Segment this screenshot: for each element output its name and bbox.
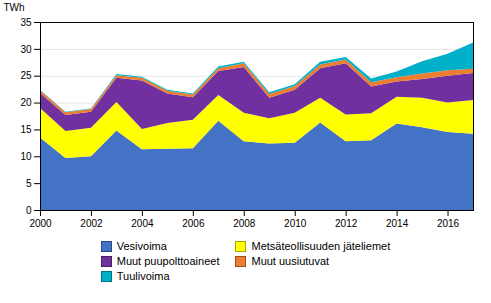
svg-text:2004: 2004 <box>131 218 154 229</box>
svg-text:TWh: TWh <box>4 2 25 13</box>
html-text:Tuulivoima: Tuulivoima <box>116 270 170 282</box>
svg-text:2006: 2006 <box>182 218 205 229</box>
svg-text:0: 0 <box>26 205 32 216</box>
svg-text:2012: 2012 <box>335 218 358 229</box>
svg-text:35: 35 <box>20 17 32 28</box>
svg-text:10: 10 <box>20 151 32 162</box>
svg-text:2000: 2000 <box>29 218 52 229</box>
svg-text:25: 25 <box>20 70 32 81</box>
svg-text:2010: 2010 <box>284 218 307 229</box>
html-text:Metsäteollisuuden jäteliemet: Metsäteollisuuden jäteliemet <box>251 240 391 252</box>
html-text:Vesivoima: Vesivoima <box>116 240 167 252</box>
svg-text:15: 15 <box>20 124 32 135</box>
svg-text:2008: 2008 <box>233 218 256 229</box>
html-text:Muut uusiutuvat: Muut uusiutuvat <box>251 255 330 267</box>
svg-text:30: 30 <box>20 44 32 55</box>
html-text:Muut puupolttoaineet: Muut puupolttoaineet <box>116 255 220 267</box>
svg-text:2014: 2014 <box>386 218 409 229</box>
svg-text:20: 20 <box>20 97 32 108</box>
svg-text:2002: 2002 <box>80 218 103 229</box>
svg-text:2016: 2016 <box>437 218 460 229</box>
svg-text:5: 5 <box>26 178 32 189</box>
